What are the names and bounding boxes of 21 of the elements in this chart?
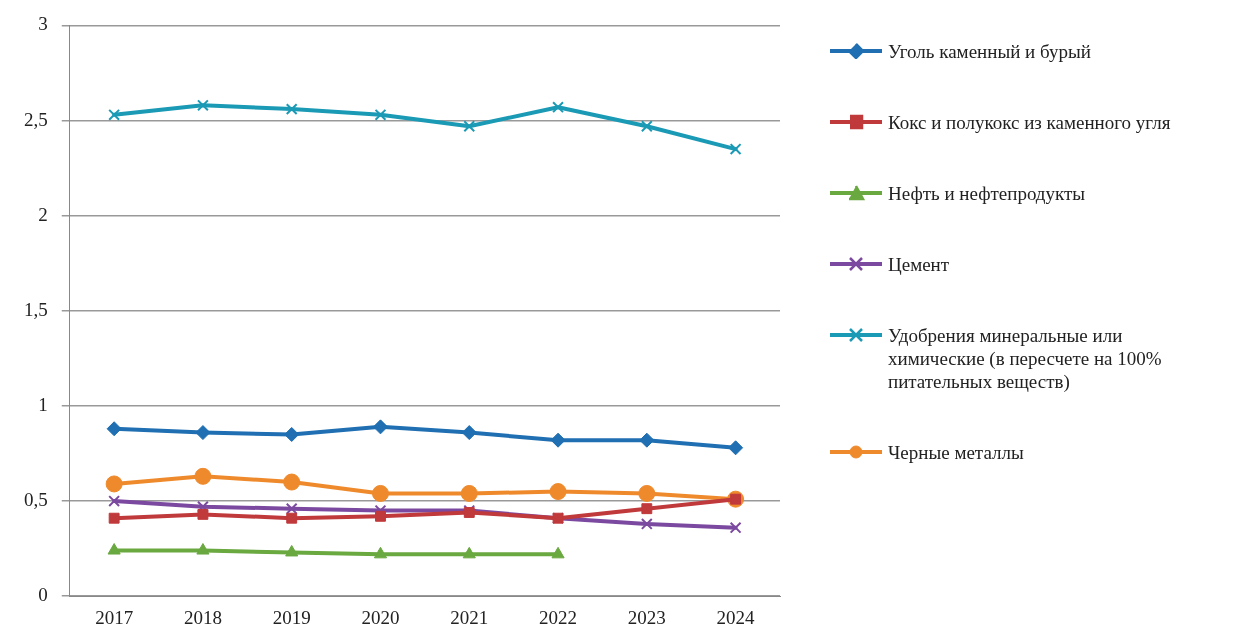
y-tick-label: 1 bbox=[38, 393, 48, 415]
x-tick-label: 2021 bbox=[450, 606, 489, 628]
x-tick-label: 2023 bbox=[627, 606, 666, 628]
legend-label: Уголь каменный и бурый bbox=[888, 40, 1091, 63]
y-tick-label: 2,5 bbox=[24, 108, 48, 130]
x-tick-label: 2019 bbox=[272, 606, 311, 628]
x-tick-label: 2024 bbox=[716, 606, 756, 628]
legend-label: Цемент bbox=[888, 253, 950, 276]
x-tick-label: 2017 bbox=[95, 606, 134, 628]
legend-label: Черные металлы bbox=[888, 441, 1024, 464]
y-tick-label: 2 bbox=[38, 203, 48, 225]
y-tick-label: 0 bbox=[38, 584, 48, 606]
x-tick-label: 2018 bbox=[183, 606, 222, 628]
x-tick-label: 2020 bbox=[361, 606, 400, 628]
y-tick-label: 3 bbox=[38, 13, 48, 35]
x-tick-label: 2022 bbox=[539, 606, 578, 628]
y-tick-label: 0,5 bbox=[24, 489, 48, 511]
legend-label: Кокс и полукокс из каменного угля bbox=[888, 111, 1171, 134]
legend-label: Нефть и нефтепродукты bbox=[888, 182, 1086, 205]
legend-label: Удобрения минеральные или химические (в пересчете на 100% питательных веществ) bbox=[888, 324, 1163, 393]
y-tick-label: 1,5 bbox=[24, 298, 48, 320]
